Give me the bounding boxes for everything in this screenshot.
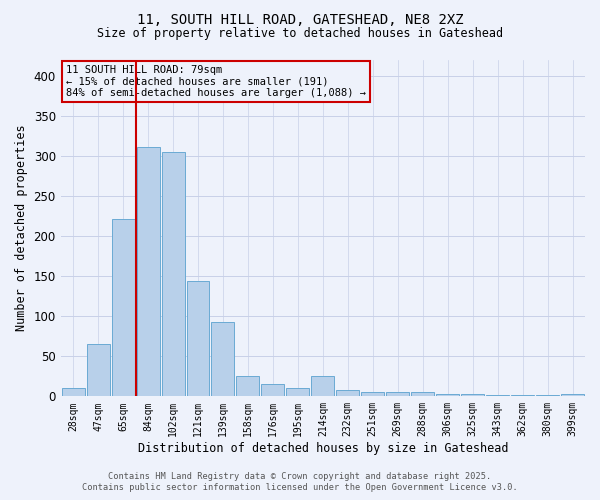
- Bar: [411, 392, 434, 396]
- Bar: [112, 218, 134, 396]
- Bar: [311, 376, 334, 396]
- Bar: [386, 392, 409, 396]
- Bar: [337, 390, 359, 396]
- Bar: [461, 394, 484, 396]
- Bar: [561, 394, 584, 396]
- Bar: [236, 376, 259, 396]
- Bar: [536, 394, 559, 396]
- Bar: [511, 394, 534, 396]
- Bar: [137, 148, 160, 396]
- Bar: [187, 281, 209, 396]
- Bar: [62, 388, 85, 396]
- Bar: [262, 384, 284, 396]
- Text: 11, SOUTH HILL ROAD, GATESHEAD, NE8 2XZ: 11, SOUTH HILL ROAD, GATESHEAD, NE8 2XZ: [137, 12, 463, 26]
- Bar: [436, 394, 459, 396]
- Bar: [211, 322, 235, 396]
- Bar: [486, 394, 509, 396]
- Bar: [161, 152, 185, 396]
- X-axis label: Distribution of detached houses by size in Gateshead: Distribution of detached houses by size …: [137, 442, 508, 455]
- Text: Contains HM Land Registry data © Crown copyright and database right 2025.
Contai: Contains HM Land Registry data © Crown c…: [82, 472, 518, 492]
- Bar: [286, 388, 310, 396]
- Bar: [86, 344, 110, 397]
- Text: 11 SOUTH HILL ROAD: 79sqm
← 15% of detached houses are smaller (191)
84% of semi: 11 SOUTH HILL ROAD: 79sqm ← 15% of detac…: [66, 65, 366, 98]
- Text: Size of property relative to detached houses in Gateshead: Size of property relative to detached ho…: [97, 28, 503, 40]
- Bar: [361, 392, 384, 396]
- Y-axis label: Number of detached properties: Number of detached properties: [15, 125, 28, 332]
